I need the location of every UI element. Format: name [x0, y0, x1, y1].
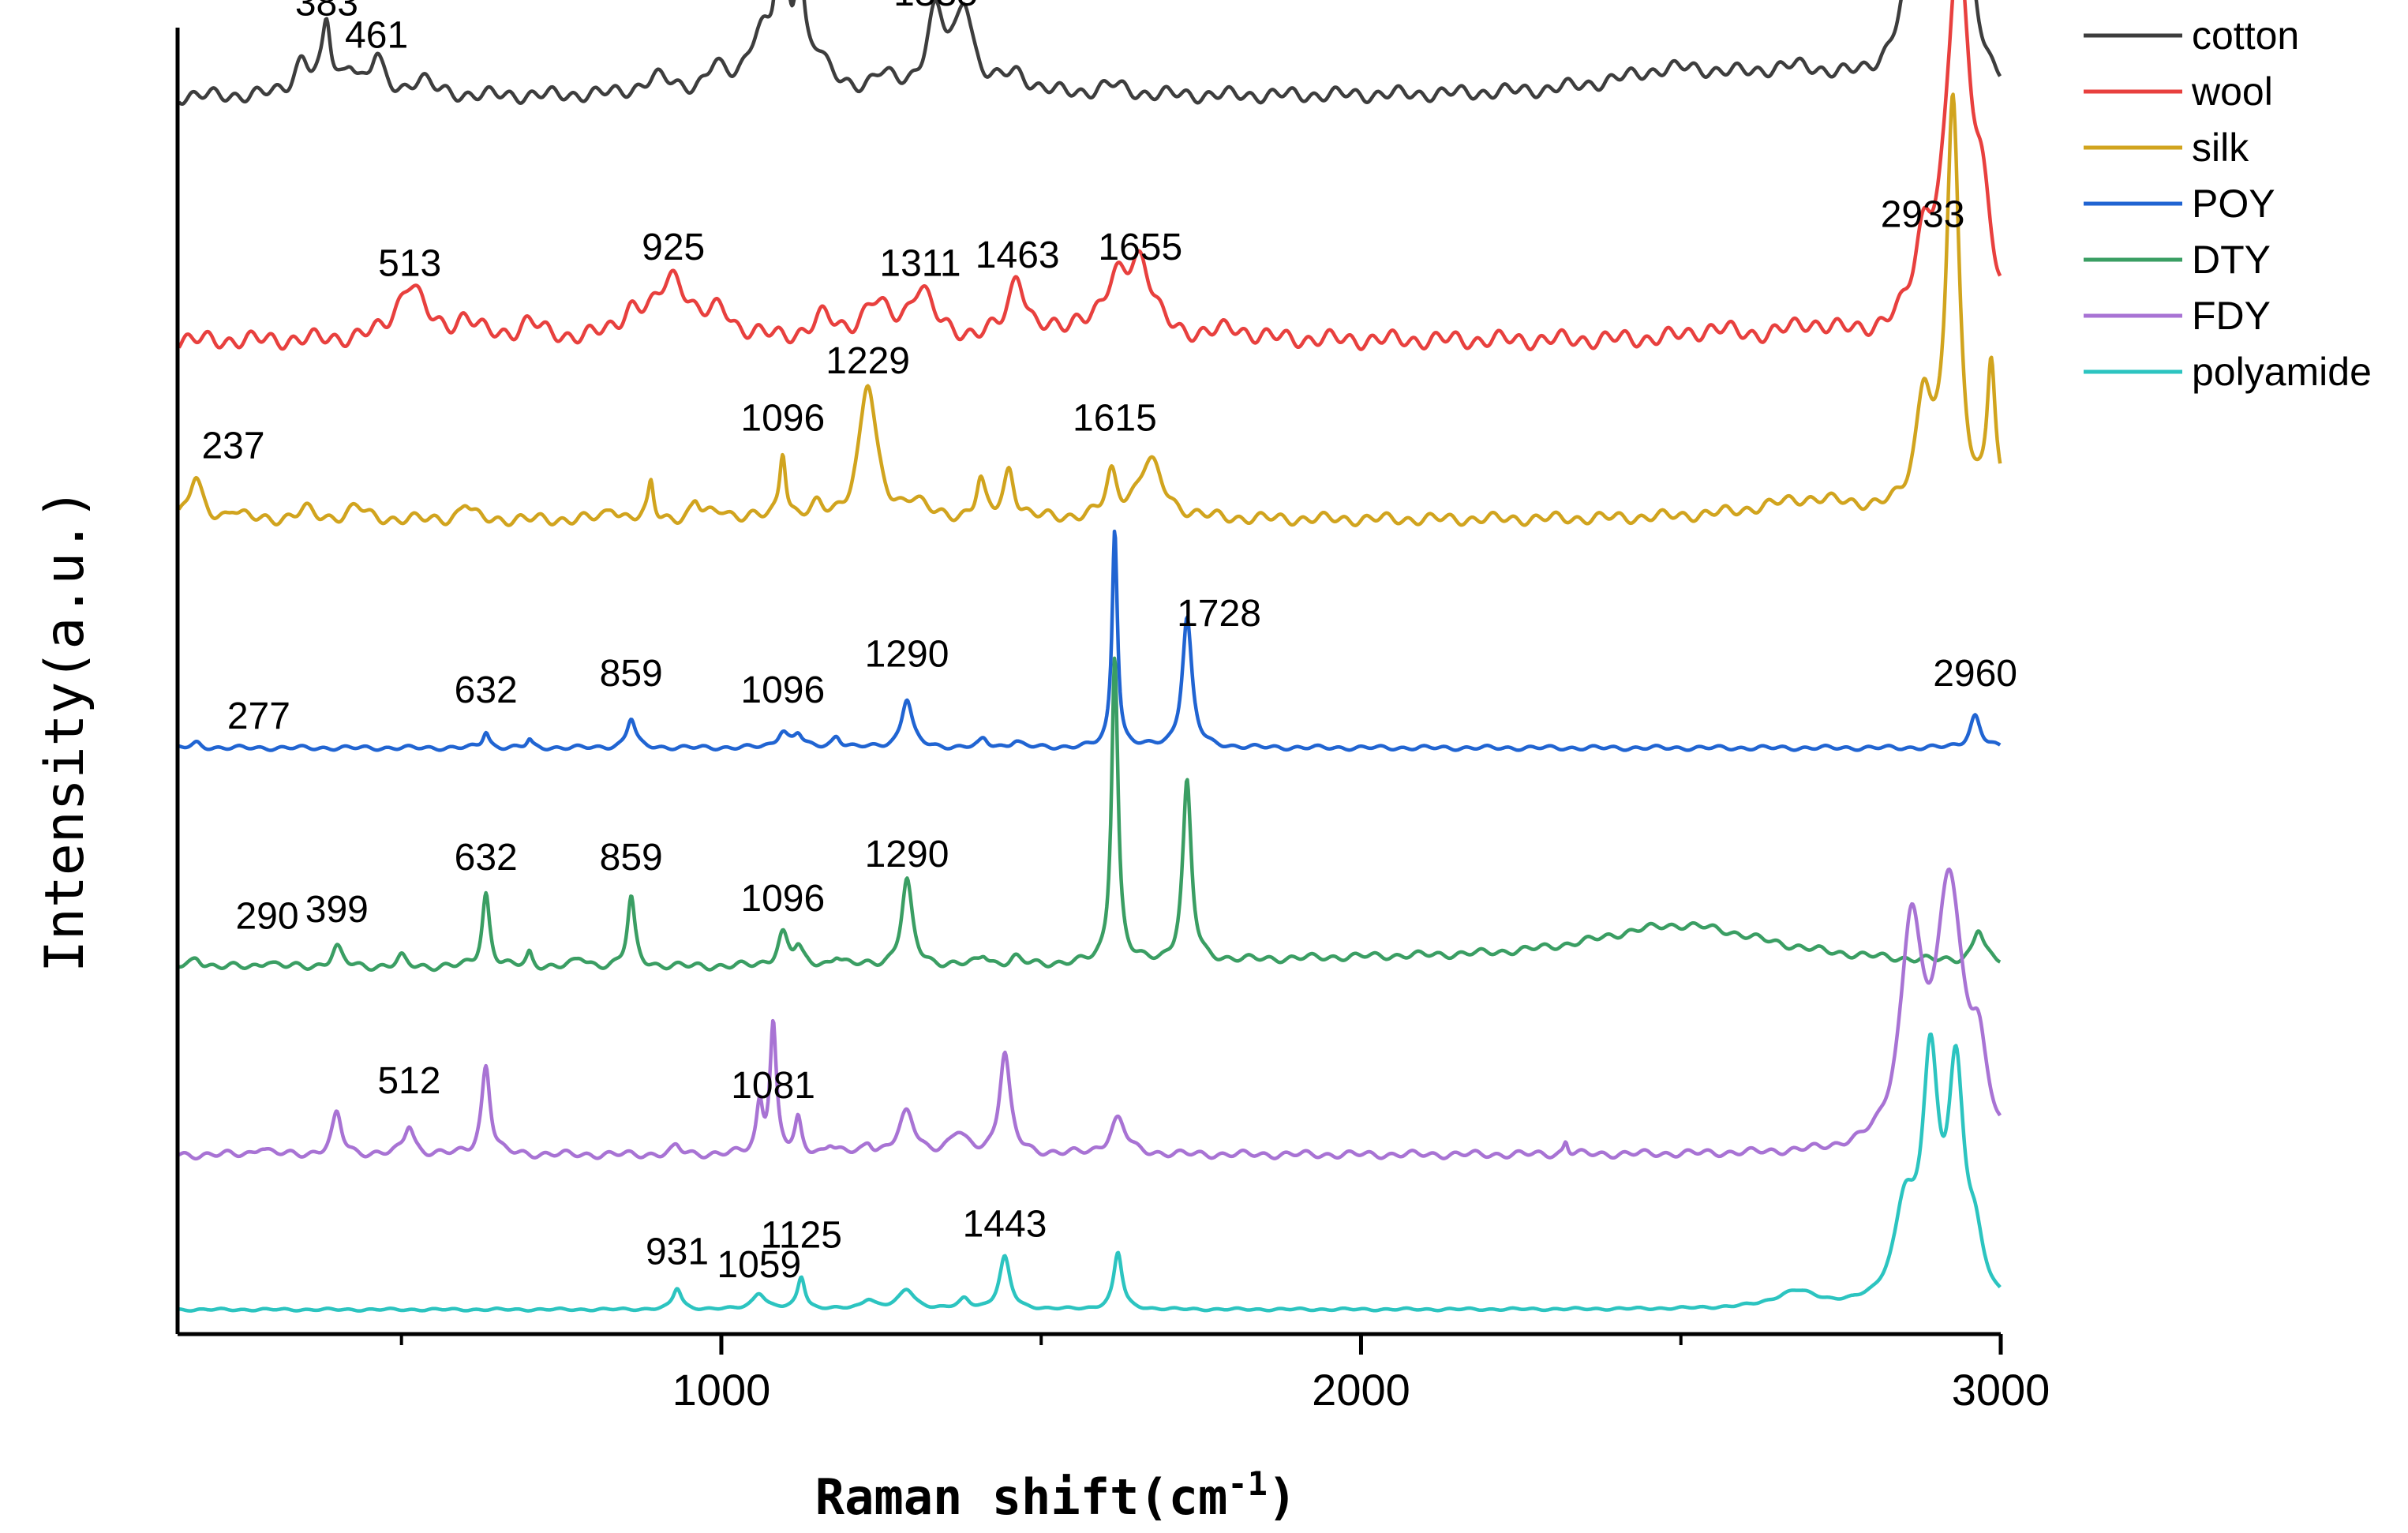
peak-label: 1380 — [923, 0, 1007, 8]
peak-label: 632 — [455, 837, 518, 879]
axes: 1000 2000 3000 — [175, 28, 2050, 1415]
peak-label: 1335 — [893, 0, 978, 14]
peak-label: 1463 — [976, 234, 1060, 276]
peak-label: 1125 — [761, 1215, 842, 1257]
x-axis-label-close: ) — [1268, 1468, 1297, 1526]
peak-label: 1096 — [740, 669, 825, 711]
legend-label-polyamide: polyamide — [2192, 350, 2372, 394]
peak-label: 461 — [345, 15, 408, 57]
series-line-cotton — [177, 0, 2002, 107]
legend: cotton wool silk POY DTY FDY polyamide — [2084, 13, 2372, 394]
peak-label: 399 — [305, 889, 369, 931]
peak-label: 2933 — [1881, 194, 1965, 236]
peak-label: 513 — [378, 242, 441, 284]
peak-label: 1615 — [1073, 397, 1157, 439]
peak-label: 1655 — [1098, 227, 1182, 268]
y-axis-label: Intensity(a.u.) — [34, 488, 96, 973]
series-line-POY — [178, 529, 2002, 752]
x-tick-label: 3000 — [1952, 1365, 2050, 1415]
peak-label: 1443 — [963, 1203, 1047, 1245]
legend-label-DTY: DTY — [2192, 238, 2271, 282]
peak-label: 1096 — [740, 878, 825, 920]
x-axis-label: Raman shift(cm-1) — [815, 1464, 1298, 1526]
x-axis-label-main: Raman shift(cm — [815, 1468, 1228, 1526]
peak-label: 1290 — [865, 834, 949, 875]
peak-label: 237 — [201, 425, 264, 467]
peak-label: 290 — [235, 895, 298, 937]
series-line-silk — [177, 92, 2002, 527]
peak-label: 931 — [646, 1231, 709, 1273]
peak-label: 1096 — [740, 397, 825, 439]
peak-label: 859 — [600, 653, 663, 695]
series-line-FDY — [178, 867, 2002, 1161]
spectra-curves — [177, 0, 2002, 1313]
peak-label: 632 — [455, 669, 518, 711]
peak-label: 1229 — [826, 340, 910, 382]
peak-label: 1290 — [865, 633, 949, 675]
legend-label-silk: silk — [2192, 126, 2249, 170]
peak-label: 859 — [600, 837, 663, 879]
legend-label-POY: POY — [2192, 182, 2275, 226]
series-line-polyamide — [178, 1032, 2002, 1313]
peak-label: 1311 — [879, 242, 961, 284]
x-axis-label-superscript: -1 — [1227, 1464, 1268, 1503]
peak-label: 383 — [295, 0, 358, 24]
x-tick-label: 1000 — [672, 1365, 771, 1415]
legend-label-cotton: cotton — [2192, 13, 2299, 58]
peak-labels: 3834611094112213351380289651392513111463… — [201, 0, 2017, 1286]
peak-label: 1728 — [1177, 593, 1261, 635]
peak-label: 925 — [642, 227, 705, 268]
peak-label: 1059 — [717, 1244, 801, 1286]
legend-label-wool: wool — [2191, 69, 2273, 114]
series-line-DTY — [178, 656, 2002, 973]
peak-label: 1081 — [731, 1065, 815, 1107]
peak-label: 512 — [377, 1060, 440, 1102]
legend-label-FDY: FDY — [2192, 294, 2271, 338]
series-line-wool — [177, 0, 2002, 351]
peak-label: 277 — [227, 695, 290, 737]
x-tick-label: 2000 — [1312, 1365, 1410, 1415]
peak-label: 2960 — [1933, 653, 2017, 695]
